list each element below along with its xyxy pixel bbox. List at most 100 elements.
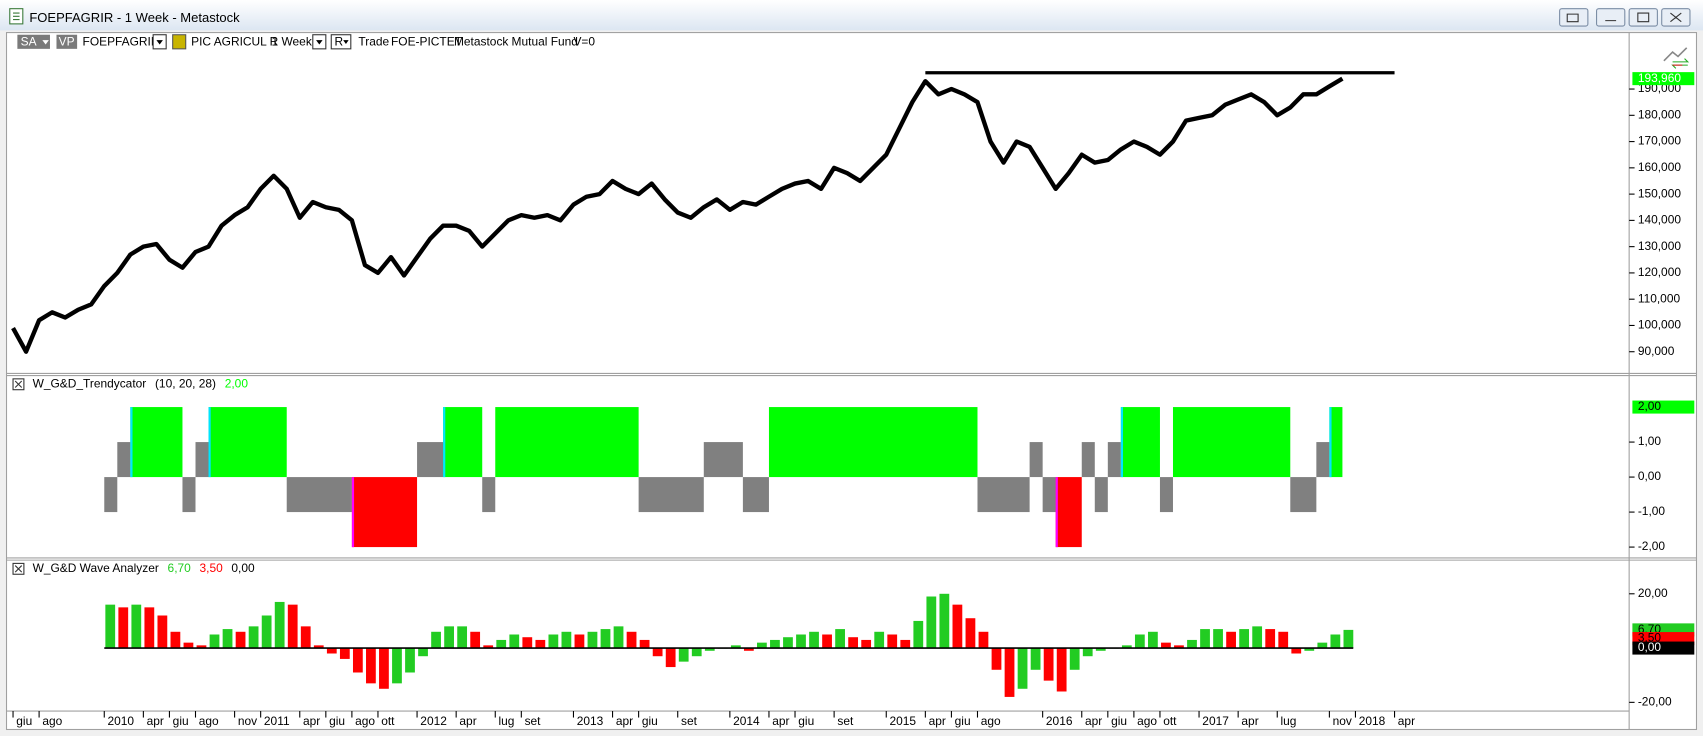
axis-readout-label: 193,960 (1638, 71, 1682, 85)
y-tick-label: -1,00 (1638, 504, 1666, 518)
name-icon[interactable] (172, 34, 187, 50)
y-tick-label: 170,000 (1638, 134, 1682, 148)
axis-readout-label: 3,50 (1638, 631, 1662, 645)
trend-block (1055, 477, 1082, 548)
x-tick-label: giu (955, 714, 971, 728)
wave-bar (444, 626, 454, 649)
trend-block (977, 477, 1030, 513)
trend-block (1290, 477, 1317, 513)
wave-bar (965, 618, 976, 649)
wave-bar (287, 604, 298, 649)
title-bar (0, 0, 1703, 31)
wave-bar (1291, 648, 1302, 654)
wave-bar (235, 631, 246, 649)
wave-bar (704, 648, 715, 651)
wave-bar (1252, 626, 1263, 649)
wave-bar (1004, 648, 1015, 697)
y-tick-label: 20,00 (1638, 586, 1668, 600)
mode: Trade (358, 34, 389, 48)
maximize-button[interactable] (1628, 8, 1658, 27)
close-glyph (14, 565, 23, 573)
trend-block (1159, 477, 1173, 513)
wave-bar (209, 634, 220, 649)
wave-bar (483, 645, 494, 649)
wave-bar (757, 642, 767, 649)
x-tick-label: ago (1137, 714, 1157, 728)
legend-readout: 2,00 (225, 376, 249, 390)
y-tick-label: 130,000 (1638, 239, 1682, 253)
wave-bar (548, 634, 559, 649)
y-tick-label: 140,000 (1638, 213, 1682, 227)
wave-bar (1265, 629, 1276, 649)
wave-bar (118, 607, 129, 649)
trend-block (417, 442, 444, 478)
wave-bar (561, 631, 572, 649)
y-tick-label: -2,00 (1638, 539, 1666, 553)
wave-bar (1343, 629, 1354, 649)
trend-block (482, 477, 496, 513)
x-tick-label: 2012 (420, 714, 447, 728)
wave-bar (835, 629, 845, 649)
wave-bar (274, 601, 285, 649)
x-tick-label: 2018 (1359, 714, 1386, 728)
x-tick-label: giu (16, 714, 32, 728)
y-tick-label: 90,000 (1638, 344, 1675, 358)
wave-bar (1213, 629, 1223, 649)
code: FOE-PICTET (391, 34, 463, 48)
wave-bar (1200, 629, 1210, 649)
x-tick-label: set (837, 714, 854, 728)
wave-bar (991, 648, 1002, 670)
x-tick-label: ago (355, 714, 375, 728)
wave-bar (848, 637, 859, 649)
wave-bar (887, 634, 898, 649)
wave-bar (131, 604, 142, 649)
wave-bar (587, 631, 598, 649)
indicator-name: W_G&D_Trendycator (33, 376, 147, 390)
wave-bar (1030, 648, 1041, 670)
x-tick-label: 2011 (264, 714, 290, 728)
minimize-button[interactable] (1596, 8, 1626, 27)
wave-bar (678, 648, 689, 662)
x-tick-label: 2016 (1046, 714, 1073, 728)
trend-block (1107, 442, 1121, 478)
wave-bar (105, 604, 116, 649)
wave-bar (1239, 629, 1250, 649)
restore-all-button[interactable] (1559, 8, 1589, 27)
wave-bar (809, 631, 819, 649)
wave-bar (1226, 631, 1236, 649)
vp-button[interactable] (56, 34, 78, 49)
trend-block (1329, 407, 1343, 478)
wave-bar (652, 648, 663, 657)
wave-bar (313, 645, 324, 649)
x-tick-label: apr (929, 714, 946, 728)
r-button[interactable] (330, 34, 352, 50)
wave-bar (352, 648, 363, 673)
wave-bar (1317, 642, 1328, 649)
price-line (11, 76, 1344, 354)
trend-block (286, 477, 352, 513)
wave-bar (1095, 648, 1106, 651)
sa-arrow (42, 40, 49, 45)
symbol: FOEPFAGRIR (83, 34, 160, 48)
x-tick-label: apr (459, 714, 476, 728)
x-tick-label: apr (1398, 714, 1415, 728)
sa-button[interactable] (17, 34, 50, 49)
trend-block (768, 407, 978, 478)
wave-bar (379, 648, 389, 689)
wave-bar (822, 634, 832, 649)
wave-bar (926, 596, 937, 649)
x-tick-label: giu (642, 714, 658, 728)
dropdown-arrow (156, 40, 163, 45)
wave-bar (1121, 645, 1132, 649)
wave-bar (261, 615, 272, 649)
x-tick-label: lug (499, 714, 515, 728)
trend-block (351, 477, 418, 548)
trend-block (1120, 407, 1160, 478)
chart-area (5, 32, 1698, 731)
x-tick-label: 2014 (733, 714, 760, 728)
wave-bar (861, 639, 872, 649)
trend-block (1029, 442, 1043, 478)
wave-bar (952, 604, 963, 649)
trend-block (117, 442, 131, 478)
x-tick-label: giu (173, 714, 189, 728)
